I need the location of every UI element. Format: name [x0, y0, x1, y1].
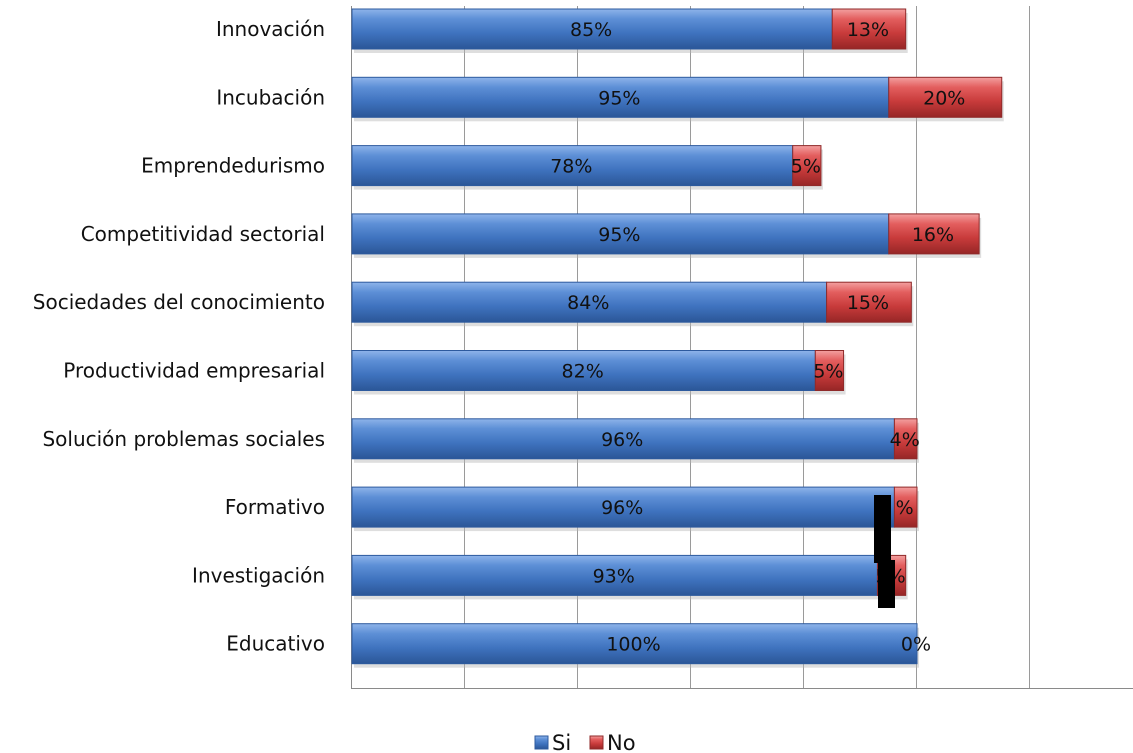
category-label: Sociedades del conocimiento: [33, 290, 325, 314]
redaction-block: [874, 495, 891, 563]
legend-swatch: [589, 735, 604, 750]
data-label-si: 93%: [593, 565, 635, 587]
data-label-si: 95%: [598, 87, 640, 109]
bar-no: [888, 76, 1003, 118]
bar-si: [351, 76, 890, 118]
category-label: Productividad empresarial: [63, 359, 325, 383]
category-label: Emprendedurismo: [141, 154, 325, 178]
bar-no: [893, 486, 918, 528]
category-label: Investigación: [192, 563, 325, 587]
data-label-no: %: [896, 497, 914, 519]
data-label-si: 100%: [606, 634, 660, 656]
category-label: Competitividad sectorial: [81, 222, 325, 246]
legend-swatch: [534, 735, 549, 750]
data-label-no: 20%: [923, 87, 965, 109]
data-label-no: 5%: [813, 361, 843, 383]
bar-si: [351, 350, 816, 391]
category-label: Solución problemas sociales: [42, 427, 325, 451]
bar-no: [826, 281, 912, 323]
data-label-no: 4%: [890, 429, 920, 451]
bar-si: [351, 554, 878, 596]
bar-no: [831, 8, 907, 50]
data-label-si: 95%: [598, 224, 640, 246]
bar-si: [351, 418, 895, 460]
bars: [351, 8, 1004, 668]
category-labels: Innovación Incubación Emprendedurismo Compe…: [33, 17, 325, 656]
bar-si: [351, 623, 918, 665]
category-label: Innovación: [216, 17, 325, 41]
legend-label: No: [607, 731, 636, 753]
data-label-no: 0%: [901, 634, 931, 656]
data-label-no: 16%: [912, 224, 954, 246]
data-label-si: 82%: [562, 361, 604, 383]
data-label-si: 96%: [601, 497, 643, 519]
legend: Si No: [534, 731, 636, 753]
category-label: Educativo: [226, 632, 325, 656]
bar-no: [888, 213, 980, 255]
data-label-no: 15%: [847, 292, 889, 314]
data-label-no: 5%: [791, 156, 821, 178]
data-label-no: 13%: [847, 19, 889, 41]
data-labels: 85% 13% 95% 20% 78% 5% 95% 16% 84% 15% 82% 5% 96% 4% 9…: [550, 19, 965, 656]
legend-label: Si: [552, 731, 571, 753]
bar-no: [893, 418, 918, 460]
category-label: Formativo: [225, 495, 325, 519]
data-label-si: 96%: [601, 429, 643, 451]
data-label-si: 78%: [550, 156, 592, 178]
data-label-si: 85%: [570, 19, 612, 41]
redaction-block: [878, 560, 895, 608]
category-label: Incubación: [216, 85, 325, 109]
bar-si: [351, 8, 833, 50]
data-label-si: 84%: [567, 292, 609, 314]
bar-si: [351, 281, 828, 323]
bar-no: [814, 350, 845, 391]
bar-no: [792, 145, 822, 187]
